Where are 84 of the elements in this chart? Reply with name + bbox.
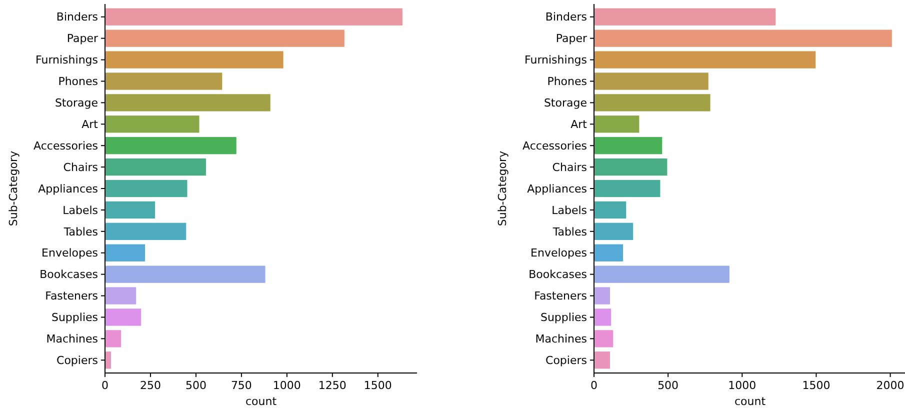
y-tick-label: Machines <box>535 332 588 346</box>
bar <box>105 116 200 133</box>
y-tick-label: Labels <box>62 204 98 217</box>
y-tick-label: Chairs <box>63 160 98 174</box>
x-axis-title: count <box>734 395 766 408</box>
x-tick-label: 500 <box>185 379 206 392</box>
bar <box>594 222 634 240</box>
y-tick-label: Art <box>570 118 588 131</box>
y-tick-label: Art <box>82 118 99 131</box>
y-tick-label: Tables <box>62 225 98 238</box>
bar <box>594 94 710 112</box>
bar <box>105 201 156 219</box>
bar <box>594 244 624 262</box>
bar <box>594 158 668 176</box>
y-tick-label: Supplies <box>51 311 98 324</box>
y-tick-label: Paper <box>66 32 98 46</box>
y-tick-label: Bookcases <box>40 268 98 282</box>
y-axis-title: Sub-Category <box>7 150 20 226</box>
bar <box>105 30 344 47</box>
x-tick-label: 1000 <box>728 379 756 392</box>
bar <box>105 222 186 240</box>
bar <box>594 137 662 154</box>
bar <box>594 308 612 326</box>
bar <box>105 352 112 369</box>
y-tick-label: Tables <box>552 225 588 238</box>
bar <box>105 308 142 326</box>
y-tick-label: Envelopes <box>42 246 98 260</box>
bar <box>105 137 236 154</box>
bar <box>594 201 626 219</box>
y-tick-label: Labels <box>552 204 588 217</box>
y-tick-label: Accessories <box>522 139 588 152</box>
y-tick-label: Fasteners <box>534 290 588 303</box>
x-tick-label: 0 <box>590 379 598 392</box>
bar <box>105 8 402 26</box>
x-tick-label: 250 <box>140 379 161 392</box>
y-axis-title: Sub-Category <box>496 150 509 226</box>
bar <box>594 8 776 26</box>
bar <box>594 287 610 304</box>
y-tick-label: Appliances <box>38 182 98 196</box>
x-tick-label: 1500 <box>802 379 830 392</box>
y-tick-label: Envelopes <box>530 246 588 260</box>
bar <box>105 94 270 112</box>
x-tick-label: 500 <box>658 379 679 392</box>
bar <box>594 180 660 198</box>
y-tick-label: Fasteners <box>45 290 98 303</box>
x-tick-label: 1250 <box>318 379 346 392</box>
y-tick-label: Storage <box>544 96 588 110</box>
bar <box>105 72 222 90</box>
bar <box>105 244 146 262</box>
x-tick-label: 1000 <box>272 379 301 392</box>
y-tick-label: Copiers <box>546 354 588 367</box>
x-axis-title: count <box>245 395 278 408</box>
y-tick-label: Storage <box>54 96 98 110</box>
y-tick-label: Machines <box>46 332 98 346</box>
y-tick-label: Supplies <box>540 311 588 324</box>
y-tick-label: Paper <box>556 32 588 46</box>
bar <box>594 330 614 348</box>
y-tick-label: Binders <box>545 10 588 24</box>
x-tick-label: 2000 <box>876 379 904 392</box>
y-tick-label: Copiers <box>56 354 98 367</box>
y-tick-label: Bookcases <box>528 268 588 282</box>
bar <box>105 330 122 348</box>
y-tick-label: Binders <box>56 10 98 24</box>
bar <box>594 352 610 369</box>
bar <box>594 116 640 133</box>
y-tick-label: Accessories <box>34 139 98 152</box>
y-tick-label: Chairs <box>552 160 588 174</box>
y-tick-label: Appliances <box>527 182 588 196</box>
y-tick-label: Phones <box>58 75 98 88</box>
bar <box>105 51 284 68</box>
x-tick-label: 0 <box>102 379 108 392</box>
bar <box>105 287 136 304</box>
y-tick-label: Furnishings <box>524 54 588 67</box>
x-tick-label: 1500 <box>364 379 392 392</box>
bar <box>594 51 816 68</box>
y-tick-label: Furnishings <box>36 54 98 67</box>
bar <box>105 180 188 198</box>
y-tick-label: Phones <box>547 75 588 88</box>
bar <box>594 266 730 283</box>
bar <box>105 158 206 176</box>
x-tick-label: 750 <box>230 379 252 392</box>
bar <box>594 30 892 47</box>
bar <box>594 72 708 90</box>
bar <box>105 266 266 283</box>
